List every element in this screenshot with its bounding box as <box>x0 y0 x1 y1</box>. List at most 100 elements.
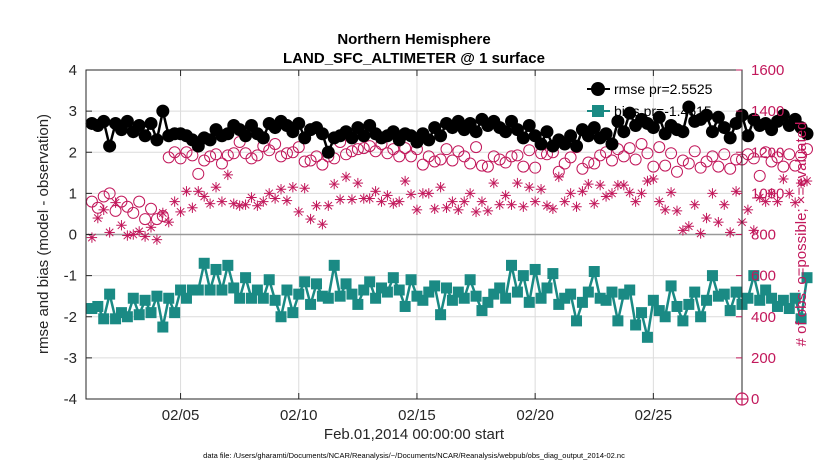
obs-possible-point <box>564 151 577 164</box>
obs-evaluated-point <box>299 183 310 194</box>
bias-point <box>641 331 653 343</box>
obs-evaluated-point <box>346 194 358 205</box>
y-tick-label: 4 <box>69 62 77 79</box>
obs-evaluated-point <box>600 191 612 202</box>
obs-evaluated-point <box>429 203 440 214</box>
bias-point <box>571 315 583 327</box>
obs-evaluated-point <box>240 199 251 210</box>
obs-possible-point <box>635 138 648 151</box>
rmse-point <box>357 129 371 143</box>
legend-rmse-marker <box>591 82 605 96</box>
obs-evaluated-point <box>482 205 494 217</box>
obs-evaluated-point <box>293 206 304 218</box>
bias-point <box>724 305 736 317</box>
bias-point <box>435 309 447 321</box>
obs-evaluated-point <box>524 182 535 193</box>
obs-evaluated-point <box>317 219 328 230</box>
bias-point <box>618 288 630 300</box>
bias-point <box>381 286 393 298</box>
bias-point <box>494 282 506 294</box>
obs-possible-point <box>204 150 217 163</box>
bias-point <box>789 292 801 304</box>
bias-point <box>606 286 618 298</box>
legend-bias-label: bias pr=-1.4515 <box>614 103 712 119</box>
obs-evaluated-point <box>139 231 151 242</box>
obs-evaluated-point <box>606 188 618 199</box>
x-tick-label: 02/10 <box>280 407 318 424</box>
obs-possible-point <box>133 195 146 208</box>
obs-possible-point <box>712 160 725 173</box>
bias-point <box>517 270 529 282</box>
obs-evaluated-point <box>724 227 736 238</box>
obs-evaluated-point <box>382 190 393 201</box>
obs-possible-point <box>629 153 642 166</box>
obs-evaluated-point <box>287 182 299 193</box>
y2-tick-label: 1600 <box>751 62 784 79</box>
y-tick-label: -2 <box>64 309 77 326</box>
bias-point <box>127 292 139 304</box>
bias-point <box>86 303 98 315</box>
obs-possible-point <box>280 147 293 160</box>
bias-point <box>157 321 169 333</box>
obs-evaluated-point <box>399 175 411 187</box>
rmse-point <box>120 114 134 128</box>
obs-possible-point <box>192 167 205 180</box>
bias-point <box>245 292 257 304</box>
obs-evaluated-point <box>529 196 541 207</box>
obs-evaluated-point <box>352 177 364 189</box>
bias-point <box>133 309 145 321</box>
bias-point <box>121 311 133 323</box>
obs-possible-point <box>653 141 666 154</box>
rmse-point <box>97 114 111 128</box>
rmse-point <box>144 116 158 130</box>
obs-evaluated-point <box>98 204 109 216</box>
obs-possible-point <box>801 143 814 156</box>
bias-point <box>429 280 441 292</box>
obs-evaluated-point <box>193 186 204 197</box>
rmse-point <box>256 131 270 145</box>
obs-possible-point <box>310 150 323 163</box>
bias-point <box>104 288 116 300</box>
bias-point <box>777 294 789 306</box>
bias-point <box>754 294 766 306</box>
obs-evaluated-point <box>264 188 275 199</box>
bias-point <box>417 294 429 306</box>
chart-title: Northern Hemisphere <box>337 31 490 48</box>
obs-evaluated-point <box>323 200 334 211</box>
obs-possible-point <box>718 148 731 161</box>
obs-possible-point <box>145 202 158 215</box>
bias-point <box>346 288 358 300</box>
obs-possible-point <box>540 148 553 161</box>
chart-subtitle: LAND_SFC_ALTIMETER @ 1 surface <box>283 50 545 67</box>
obs-evaluated-point <box>329 178 340 190</box>
bias-point <box>783 303 795 315</box>
bias-point <box>588 266 600 278</box>
bias-point <box>701 294 713 306</box>
obs-evaluated-point <box>394 196 405 207</box>
obs-possible-point <box>458 150 471 163</box>
obs-possible-point <box>623 142 636 155</box>
obs-evaluated-point <box>500 190 511 201</box>
rmse-point <box>611 114 625 128</box>
rmse-point <box>499 125 513 139</box>
obs-evaluated-point <box>571 201 582 212</box>
y-axis-right: 0 200 400 600 800 1000 1200 1400 1600 <box>736 62 784 408</box>
obs-evaluated-point <box>624 187 635 198</box>
obs-possible-point <box>340 148 353 161</box>
legend: rmse pr=2.5525 bias pr=-1.4515 <box>587 81 713 119</box>
obs-possible-point <box>747 152 760 165</box>
obs-possible-point <box>676 154 689 167</box>
obs-possible-point <box>198 154 211 167</box>
y2-tick-label: 0 <box>751 391 759 408</box>
bias-point <box>328 259 340 271</box>
y2-tick-label: 600 <box>751 268 776 285</box>
obs-evaluated-point <box>654 196 665 207</box>
obs-possible-point <box>440 143 453 156</box>
obs-possible-point <box>221 149 234 162</box>
series-obs-evaluated <box>86 169 813 245</box>
obs-possible-point <box>428 155 441 168</box>
obs-possible-point <box>783 148 796 161</box>
obs-possible-point <box>582 156 595 169</box>
obs-evaluated-point <box>175 206 186 218</box>
obs-possible-point <box>275 150 288 163</box>
